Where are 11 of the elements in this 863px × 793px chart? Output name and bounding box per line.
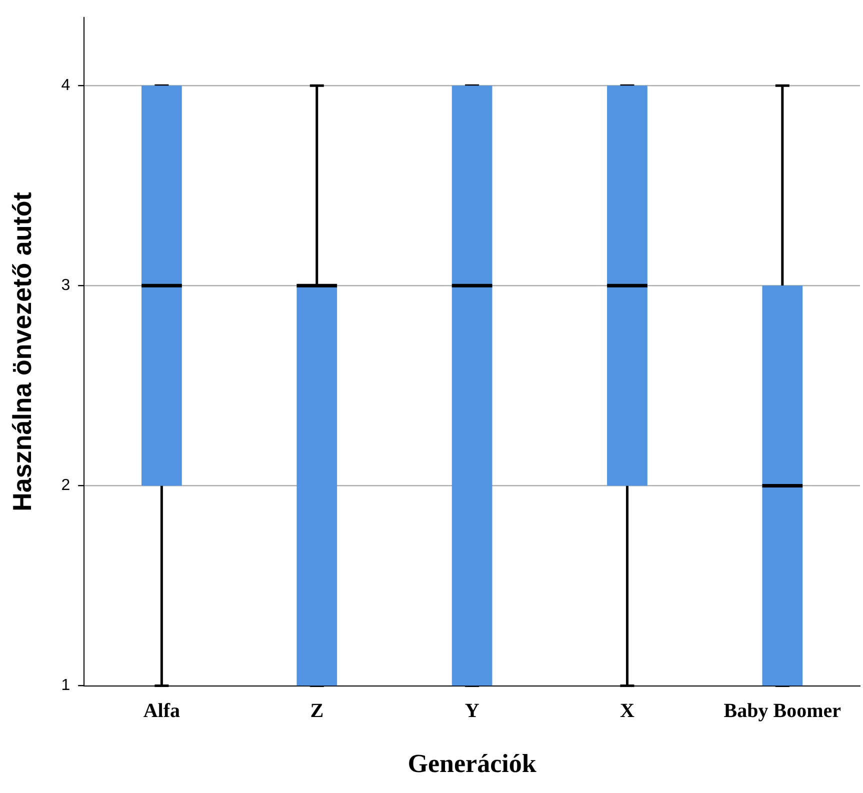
y-tick-label: 4 [61, 77, 70, 94]
x-tick-label: X [620, 700, 636, 722]
y-tick-label: 1 [61, 677, 70, 694]
x-tick-label: Y [464, 700, 480, 722]
x-tick-label: Alfa [143, 700, 180, 722]
x-tick-label: Z [310, 700, 324, 722]
x-axis-title: Generációk [408, 749, 537, 778]
y-tick-label: 3 [61, 277, 70, 294]
y-axis-title: Használna önvezető autót [6, 192, 37, 512]
y-tick-label: 2 [61, 477, 70, 494]
x-tick-label: Baby Boomer [724, 700, 842, 722]
